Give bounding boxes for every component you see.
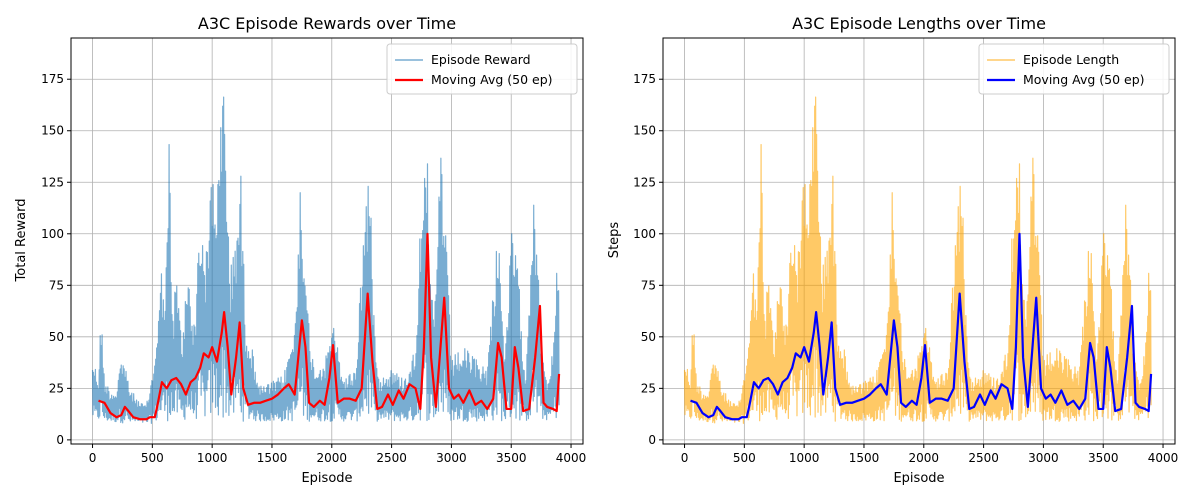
rewards-x-tick-label: 3000	[436, 451, 467, 465]
lengths-legend: Episode Length Moving Avg (50 ep)	[978, 43, 1170, 95]
lengths-chart: A3C Episode Lengths over Time Episode St…	[607, 14, 1178, 486]
rewards-y-tick-label: 125	[41, 175, 64, 189]
lengths-x-axis-label: Episode	[893, 471, 944, 486]
rewards-chart: A3C Episode Rewards over Time Episode To…	[14, 14, 586, 486]
lengths-x-tick-label: 500	[733, 451, 756, 465]
lengths-legend-label: Moving Avg (50 ep)	[1023, 72, 1145, 87]
rewards-legend-label: Moving Avg (50 ep)	[431, 72, 553, 87]
rewards-moving-average-line	[98, 232, 561, 421]
lengths-y-tick-label: 100	[633, 227, 656, 241]
lengths-y-tick-label: 150	[633, 124, 656, 138]
lengths-x-tick-label: 3000	[1028, 451, 1059, 465]
lengths-y-tick-label: 175	[633, 72, 656, 86]
lengths-y-axis-label: Steps	[607, 222, 622, 259]
rewards-y-tick-label: 100	[41, 227, 64, 241]
lengths-y-tick-label: 50	[641, 330, 656, 344]
lengths-x-tick-label: 1000	[789, 451, 820, 465]
rewards-x-tick-label: 4000	[556, 451, 587, 465]
rewards-x-tick-label: 0	[89, 451, 97, 465]
rewards-y-tick-label: 175	[41, 72, 64, 86]
rewards-y-tick-label: 0	[56, 433, 64, 447]
rewards-legend: Episode Reward Moving Avg (50 ep)	[386, 43, 578, 95]
lengths-chart-title: A3C Episode Lengths over Time	[792, 14, 1046, 33]
lengths-x-tick-label: 2500	[968, 451, 999, 465]
lengths-x-tick-label: 4000	[1148, 451, 1179, 465]
rewards-x-tick-label: 2500	[376, 451, 407, 465]
rewards-x-tick-label: 3500	[496, 451, 527, 465]
lengths-y-tick-label: 0	[648, 433, 656, 447]
lengths-axes-frame	[662, 37, 1176, 445]
rewards-legend-box	[386, 43, 578, 95]
lengths-x-tick-label: 3500	[1088, 451, 1119, 465]
rewards-y-axis-label: Total Reward	[14, 199, 29, 283]
rewards-x-tick-label: 1000	[197, 451, 228, 465]
lengths-x-tick-label: 1500	[849, 451, 880, 465]
lengths-y-tick-label: 125	[633, 175, 656, 189]
lengths-x-tick-label: 2000	[909, 451, 940, 465]
rewards-y-tick-label: 150	[41, 124, 64, 138]
lengths-legend-label: Episode Length	[1023, 52, 1119, 67]
lengths-y-tick-label: 75	[641, 278, 656, 292]
rewards-legend-label: Episode Reward	[431, 52, 531, 67]
rewards-raw-series-line	[91, 96, 560, 424]
rewards-plot-area	[91, 96, 561, 424]
rewards-y-tick-label: 75	[49, 278, 64, 292]
lengths-ticks: 0 500 1000 1500 2000 2500 3000 3500 4000 0 25 50 75 1…	[633, 72, 1178, 465]
lengths-plot-area	[683, 96, 1153, 424]
rewards-x-axis-label: Episode	[301, 471, 352, 486]
rewards-x-tick-label: 2000	[317, 451, 348, 465]
lengths-x-tick-label: 0	[681, 451, 689, 465]
lengths-raw-series-line	[683, 96, 1152, 424]
rewards-axes-frame	[70, 37, 584, 445]
rewards-ticks: 0 500 1000 1500 2000 2500 3000 3500 4000 0 25 50 75 1…	[41, 72, 586, 465]
rewards-y-tick-label: 25	[49, 381, 64, 395]
rewards-chart-title: A3C Episode Rewards over Time	[198, 14, 456, 33]
lengths-legend-box	[978, 43, 1170, 95]
lengths-y-tick-label: 25	[641, 381, 656, 395]
rewards-x-tick-label: 1500	[257, 451, 288, 465]
rewards-x-tick-label: 500	[141, 451, 164, 465]
lengths-moving-average-line	[690, 232, 1153, 421]
rewards-y-tick-label: 50	[49, 330, 64, 344]
